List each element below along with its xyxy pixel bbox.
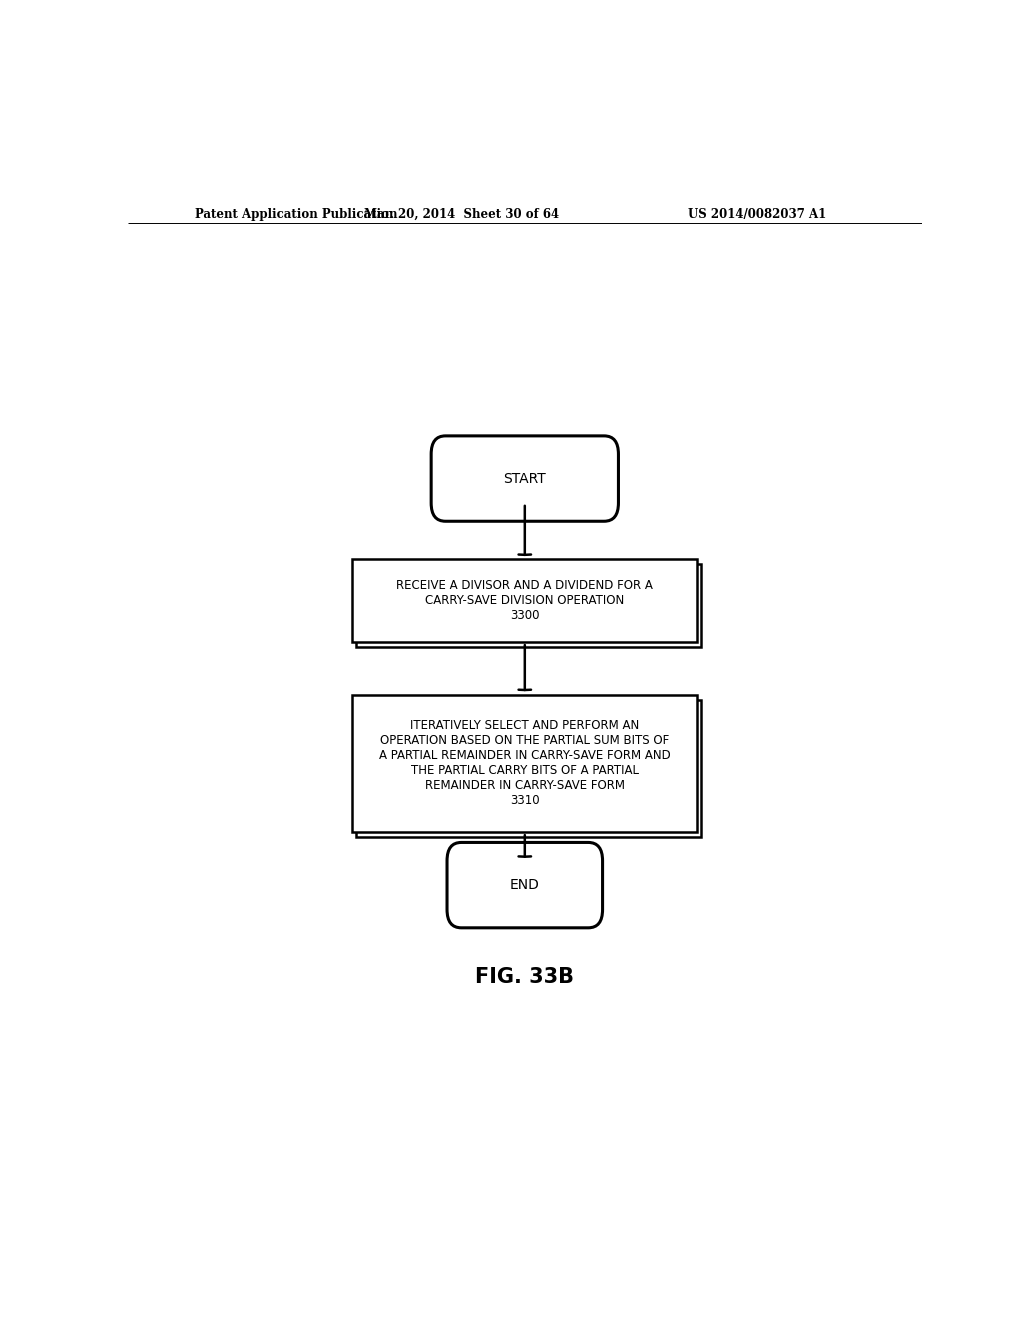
Bar (356, 700, 701, 837)
Text: Mar. 20, 2014  Sheet 30 of 64: Mar. 20, 2014 Sheet 30 of 64 (364, 207, 559, 220)
Text: Patent Application Publication: Patent Application Publication (196, 207, 398, 220)
FancyBboxPatch shape (431, 436, 618, 521)
Bar (352, 558, 697, 643)
Bar (356, 564, 701, 647)
Text: ITERATIVELY SELECT AND PERFORM AN
OPERATION BASED ON THE PARTIAL SUM BITS OF
A P: ITERATIVELY SELECT AND PERFORM AN OPERAT… (379, 719, 671, 807)
Text: END: END (510, 878, 540, 892)
FancyBboxPatch shape (447, 842, 602, 928)
Text: FIG. 33B: FIG. 33B (475, 966, 574, 986)
Text: START: START (504, 471, 546, 486)
Bar (352, 694, 697, 832)
Text: RECEIVE A DIVISOR AND A DIVIDEND FOR A
CARRY-SAVE DIVISION OPERATION
3300: RECEIVE A DIVISOR AND A DIVIDEND FOR A C… (396, 579, 653, 622)
Text: US 2014/0082037 A1: US 2014/0082037 A1 (688, 207, 826, 220)
